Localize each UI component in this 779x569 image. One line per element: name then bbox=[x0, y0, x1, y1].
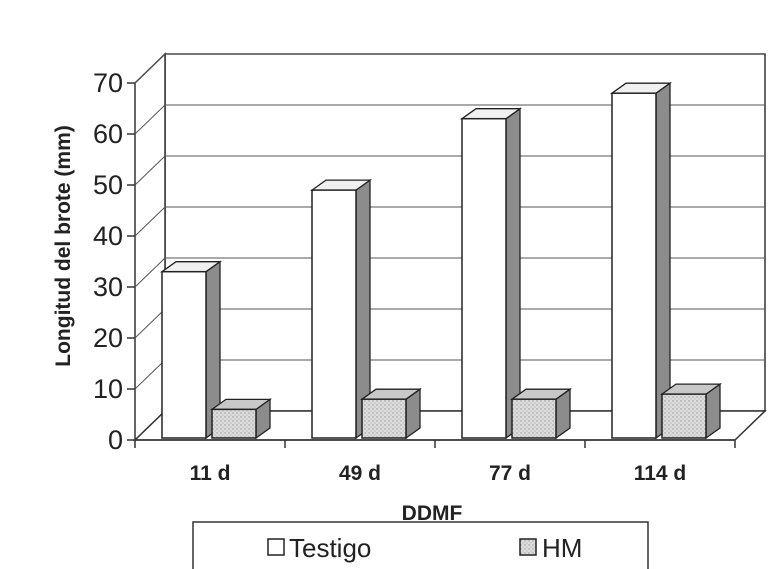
gridline bbox=[134, 257, 765, 288]
x-axis-label: DDMF bbox=[402, 502, 463, 525]
gridline bbox=[134, 155, 765, 186]
x-axis-ticks: 11 d 49 d 77 d 114 d bbox=[134, 440, 736, 485]
x-tick-label: 114 d bbox=[634, 462, 687, 485]
bar-front bbox=[211, 408, 257, 439]
bar-testigo-0 bbox=[159, 260, 223, 440]
bar-hm-3 bbox=[659, 382, 723, 440]
bar-testigo-1 bbox=[309, 178, 373, 440]
bar-side bbox=[655, 81, 671, 440]
legend: Testigo HM bbox=[192, 521, 649, 569]
y-tick-label: 10 bbox=[93, 374, 123, 404]
legend-swatch-testigo bbox=[267, 538, 285, 556]
y-tick-label: 30 bbox=[93, 272, 123, 302]
gridline bbox=[134, 206, 765, 237]
bar-front bbox=[461, 117, 507, 439]
bar-front bbox=[161, 270, 207, 439]
y-tick-label: 60 bbox=[93, 119, 123, 149]
gridline bbox=[134, 53, 765, 84]
bar-hm-2 bbox=[509, 387, 573, 440]
legend-label-testigo: Testigo bbox=[289, 533, 371, 563]
y-tick-label: 70 bbox=[93, 68, 123, 98]
bar-testigo-2 bbox=[459, 107, 523, 440]
gridlines bbox=[134, 53, 765, 390]
bar-front bbox=[361, 398, 407, 439]
side-wall bbox=[134, 52, 166, 442]
bar-front bbox=[611, 92, 657, 439]
bar-front bbox=[511, 398, 557, 439]
y-tick-label: 20 bbox=[93, 323, 123, 353]
y-tick-label: 0 bbox=[108, 425, 123, 455]
x-tick-label: 77 d bbox=[489, 462, 531, 485]
bar-front bbox=[311, 189, 357, 439]
legend-label-hm: HM bbox=[542, 533, 582, 563]
x-tick-label: 49 d bbox=[339, 462, 381, 485]
gridline bbox=[134, 104, 765, 135]
bar-hm-0 bbox=[209, 398, 273, 440]
y-axis-ticks: 0 10 20 30 40 50 60 70 bbox=[93, 68, 135, 455]
y-axis-label: Longitud del brote (mm) bbox=[52, 125, 75, 366]
y-tick-label: 40 bbox=[93, 221, 123, 251]
y-tick-label: 50 bbox=[93, 170, 123, 200]
bar-side bbox=[505, 107, 521, 440]
bar-front bbox=[661, 393, 707, 439]
x-tick-label: 11 d bbox=[190, 462, 231, 485]
bar-hm-1 bbox=[359, 387, 423, 440]
legend-swatch-hm bbox=[519, 538, 537, 556]
bars bbox=[159, 81, 723, 440]
bar-testigo-3 bbox=[609, 81, 673, 440]
